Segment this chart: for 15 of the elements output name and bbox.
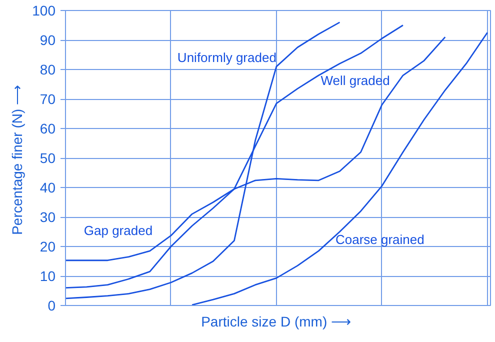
y-tick-label: 50 <box>40 150 56 166</box>
y-tick-label: 0 <box>48 298 56 314</box>
series-label: Uniformly graded <box>177 50 276 66</box>
y-tick-label: 10 <box>40 268 56 284</box>
y-tick-label: 20 <box>40 238 56 254</box>
y-tick-label: 100 <box>32 2 56 18</box>
y-tick-label: 80 <box>40 62 56 78</box>
y-tick-label: 90 <box>40 32 56 48</box>
y-tick-label: 40 <box>40 180 56 196</box>
series-label: Gap graded <box>84 223 153 238</box>
y-tick-label: 30 <box>40 209 56 225</box>
y-tick-label: 70 <box>40 91 56 107</box>
y-axis-title: Percentage finer (N) ⟶ <box>9 84 26 235</box>
y-tick-label: 60 <box>40 120 56 136</box>
x-axis-title: Particle size D (mm) ⟶ <box>201 314 352 330</box>
